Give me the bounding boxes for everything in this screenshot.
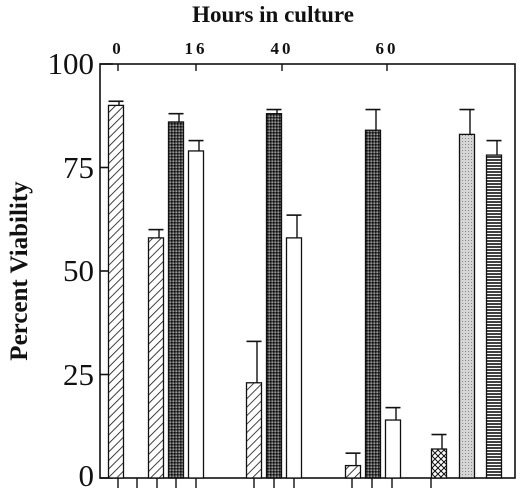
bars-layer [107, 100, 503, 479]
bar [285, 237, 303, 479]
bar [147, 237, 165, 479]
y-tick-label: 0 [79, 458, 95, 488]
bar [458, 133, 476, 479]
bar [265, 113, 283, 479]
y-tick-label: 75 [63, 150, 94, 185]
top-tick-label: 60 [376, 39, 399, 58]
bar [364, 129, 382, 479]
bar [430, 448, 448, 479]
bar [187, 150, 205, 479]
bar [485, 154, 503, 479]
bar [245, 382, 263, 479]
top-axis-ticks [117, 64, 388, 71]
bar [107, 104, 125, 479]
top-tick-label: 40 [271, 39, 294, 58]
bar [344, 464, 362, 479]
chart-title: Hours in culture [192, 2, 354, 27]
bar [384, 419, 402, 479]
y-tick-label: 25 [63, 357, 94, 392]
bar [167, 121, 185, 479]
y-tick-label: 100 [48, 46, 95, 81]
y-axis-label: Percent Viability [6, 181, 33, 361]
bottom-axis-ticks [117, 478, 432, 488]
top-tick-label: 0 [112, 39, 124, 58]
y-tick-label: 50 [63, 253, 94, 288]
top-tick-label: 16 [185, 39, 208, 58]
